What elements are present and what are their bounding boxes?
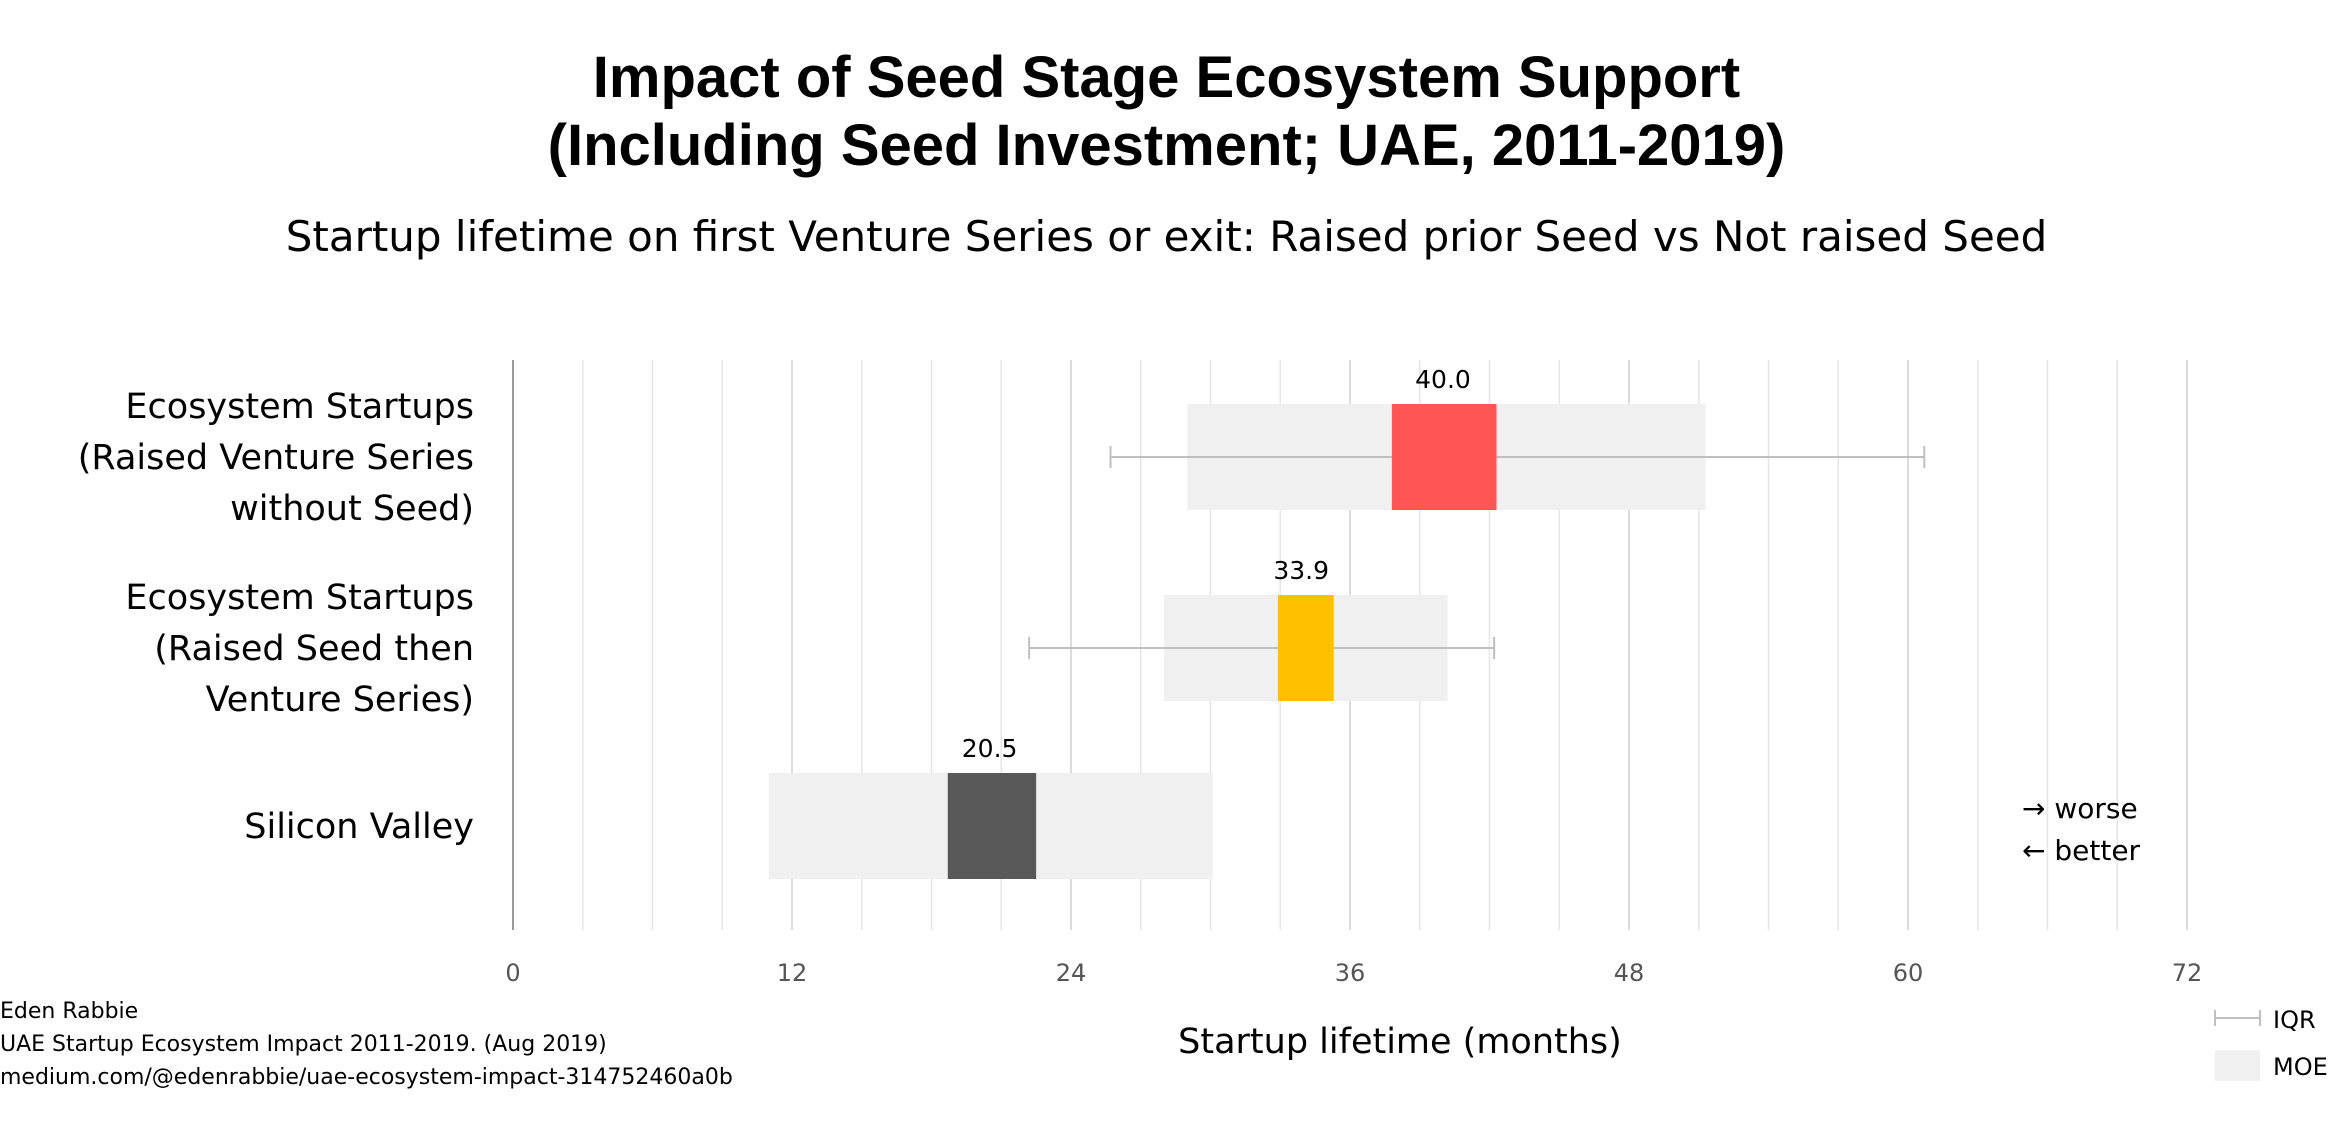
x-tick-label: 48 xyxy=(1614,959,1645,987)
x-tick-label: 60 xyxy=(1893,959,1924,987)
category-label: (Raised Venture Series xyxy=(78,438,474,478)
iqr-whiskers xyxy=(1028,446,1926,659)
category-label: Ecosystem Startups xyxy=(125,578,474,618)
credit-url: medium.com/@edenrabbie/uae-ecosystem-imp… xyxy=(0,1065,733,1090)
moe-bands xyxy=(768,404,1706,879)
chart-title-line-2: (Including Seed Investment; UAE, 2011-20… xyxy=(547,113,1786,178)
x-tick-label: 12 xyxy=(777,959,808,987)
legend: IQR MOE xyxy=(2214,1006,2328,1081)
chart-title: Impact of Seed Stage Ecosystem Support (… xyxy=(0,44,2333,180)
data-label: 20.5 xyxy=(962,734,1018,763)
category-label: Silicon Valley xyxy=(244,807,474,847)
category-label: (Raised Seed then xyxy=(154,629,474,669)
x-tick-label: 24 xyxy=(1056,959,1087,987)
legend-iqr-label: IQR xyxy=(2273,1006,2316,1034)
median-bar xyxy=(1277,595,1334,701)
x-axis-title: Startup lifetime (months) xyxy=(1178,1022,1622,1062)
data-label: 40.0 xyxy=(1415,365,1471,394)
credit-publication: UAE Startup Ecosystem Impact 2011-2019. … xyxy=(0,1032,607,1057)
category-label: without Seed) xyxy=(230,489,474,529)
x-tick-label: 72 xyxy=(2172,959,2203,987)
category-label: Ecosystem Startups xyxy=(125,387,474,427)
data-label: 33.9 xyxy=(1273,556,1329,585)
legend-moe-marker xyxy=(2215,1050,2260,1081)
legend-moe-label: MOE xyxy=(2273,1053,2328,1081)
median-bar xyxy=(947,773,1037,879)
median-bar xyxy=(1391,404,1497,510)
category-label: Venture Series) xyxy=(206,680,474,720)
x-tick-label: 0 xyxy=(505,959,520,987)
source-credits: Eden Rabbie UAE Startup Ecosystem Impact… xyxy=(0,995,733,1094)
labels: 0 12 24 36 48 60 72 Startup lifetime (months) 40… xyxy=(78,365,2203,1062)
better-note: ← better xyxy=(2022,834,2141,867)
chart-title-line-1: Impact of Seed Stage Ecosystem Support xyxy=(592,45,1741,110)
median-bars xyxy=(947,404,1497,879)
chart-subtitle: Startup lifetime on first Venture Series… xyxy=(285,212,2048,261)
worse-note: → worse xyxy=(2022,792,2138,825)
x-tick-label: 36 xyxy=(1335,959,1366,987)
direction-notes: → worse ← better xyxy=(2022,792,2141,867)
credit-author: Eden Rabbie xyxy=(0,999,139,1024)
